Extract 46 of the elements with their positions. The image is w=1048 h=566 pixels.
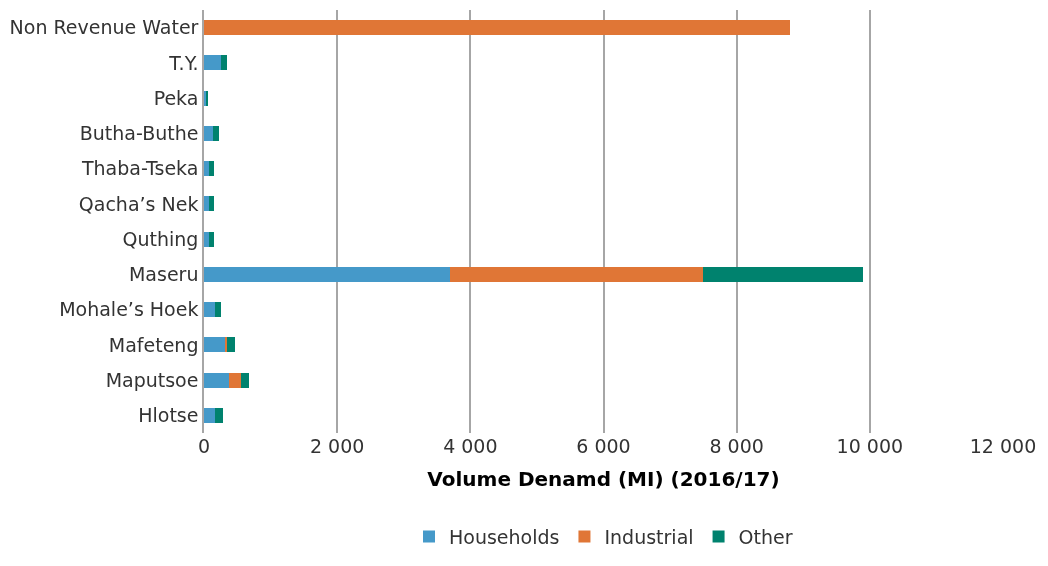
bar	[204, 372, 230, 388]
y-tick-label: Thaba-Tseka	[80, 157, 199, 180]
y-tick-label: Maputsoe	[105, 368, 199, 391]
bar	[209, 231, 214, 247]
bar	[703, 266, 864, 282]
y-tick-label: Non Revenue Water	[9, 16, 199, 39]
legend-label: Industrial	[604, 525, 694, 548]
bar	[209, 196, 214, 212]
bar	[204, 161, 209, 177]
x-tick-label: 2 000	[309, 435, 365, 457]
y-tick-label: Mafeteng	[108, 333, 199, 356]
bar	[208, 161, 214, 177]
y-tick-label: Butha-Buthe	[79, 122, 199, 145]
bar	[215, 407, 223, 423]
bar	[204, 337, 226, 353]
y-tick-label: Hlotse	[138, 404, 199, 427]
bar	[204, 125, 213, 141]
y-tick-label: Mohale’s Hoek	[59, 298, 199, 321]
bar	[226, 337, 236, 353]
y-tick-label: Quthing	[122, 227, 199, 250]
y-tick-label: Peka	[153, 86, 199, 109]
bar	[215, 302, 221, 318]
bar	[204, 55, 222, 71]
bar	[221, 55, 227, 71]
bar	[204, 20, 790, 36]
legend-label: Households	[449, 525, 560, 548]
x-tick-label: 8 000	[709, 435, 764, 457]
bar	[229, 372, 242, 388]
y-tick-label: Qacha’s Nek	[78, 192, 199, 215]
x-tick-label: 12 000	[969, 435, 1037, 457]
bar	[204, 266, 451, 282]
x-tick-label: 10 000	[836, 435, 904, 457]
x-tick-label: 6 000	[576, 435, 631, 457]
bar	[212, 125, 220, 141]
x-axis-title: Volume Denamd (MI) (2016/17)	[427, 466, 780, 491]
x-tick-label: 0	[197, 435, 211, 457]
bar	[204, 407, 216, 423]
y-tick-label: Maseru	[128, 263, 199, 286]
x-tick-label: 4 000	[443, 435, 498, 457]
y-tick-label: T.Y.	[168, 51, 199, 74]
bar	[204, 302, 216, 318]
bar	[450, 266, 704, 282]
bar	[241, 372, 249, 388]
bar	[204, 231, 210, 247]
bar	[204, 196, 210, 212]
legend-label: Other	[738, 525, 793, 548]
